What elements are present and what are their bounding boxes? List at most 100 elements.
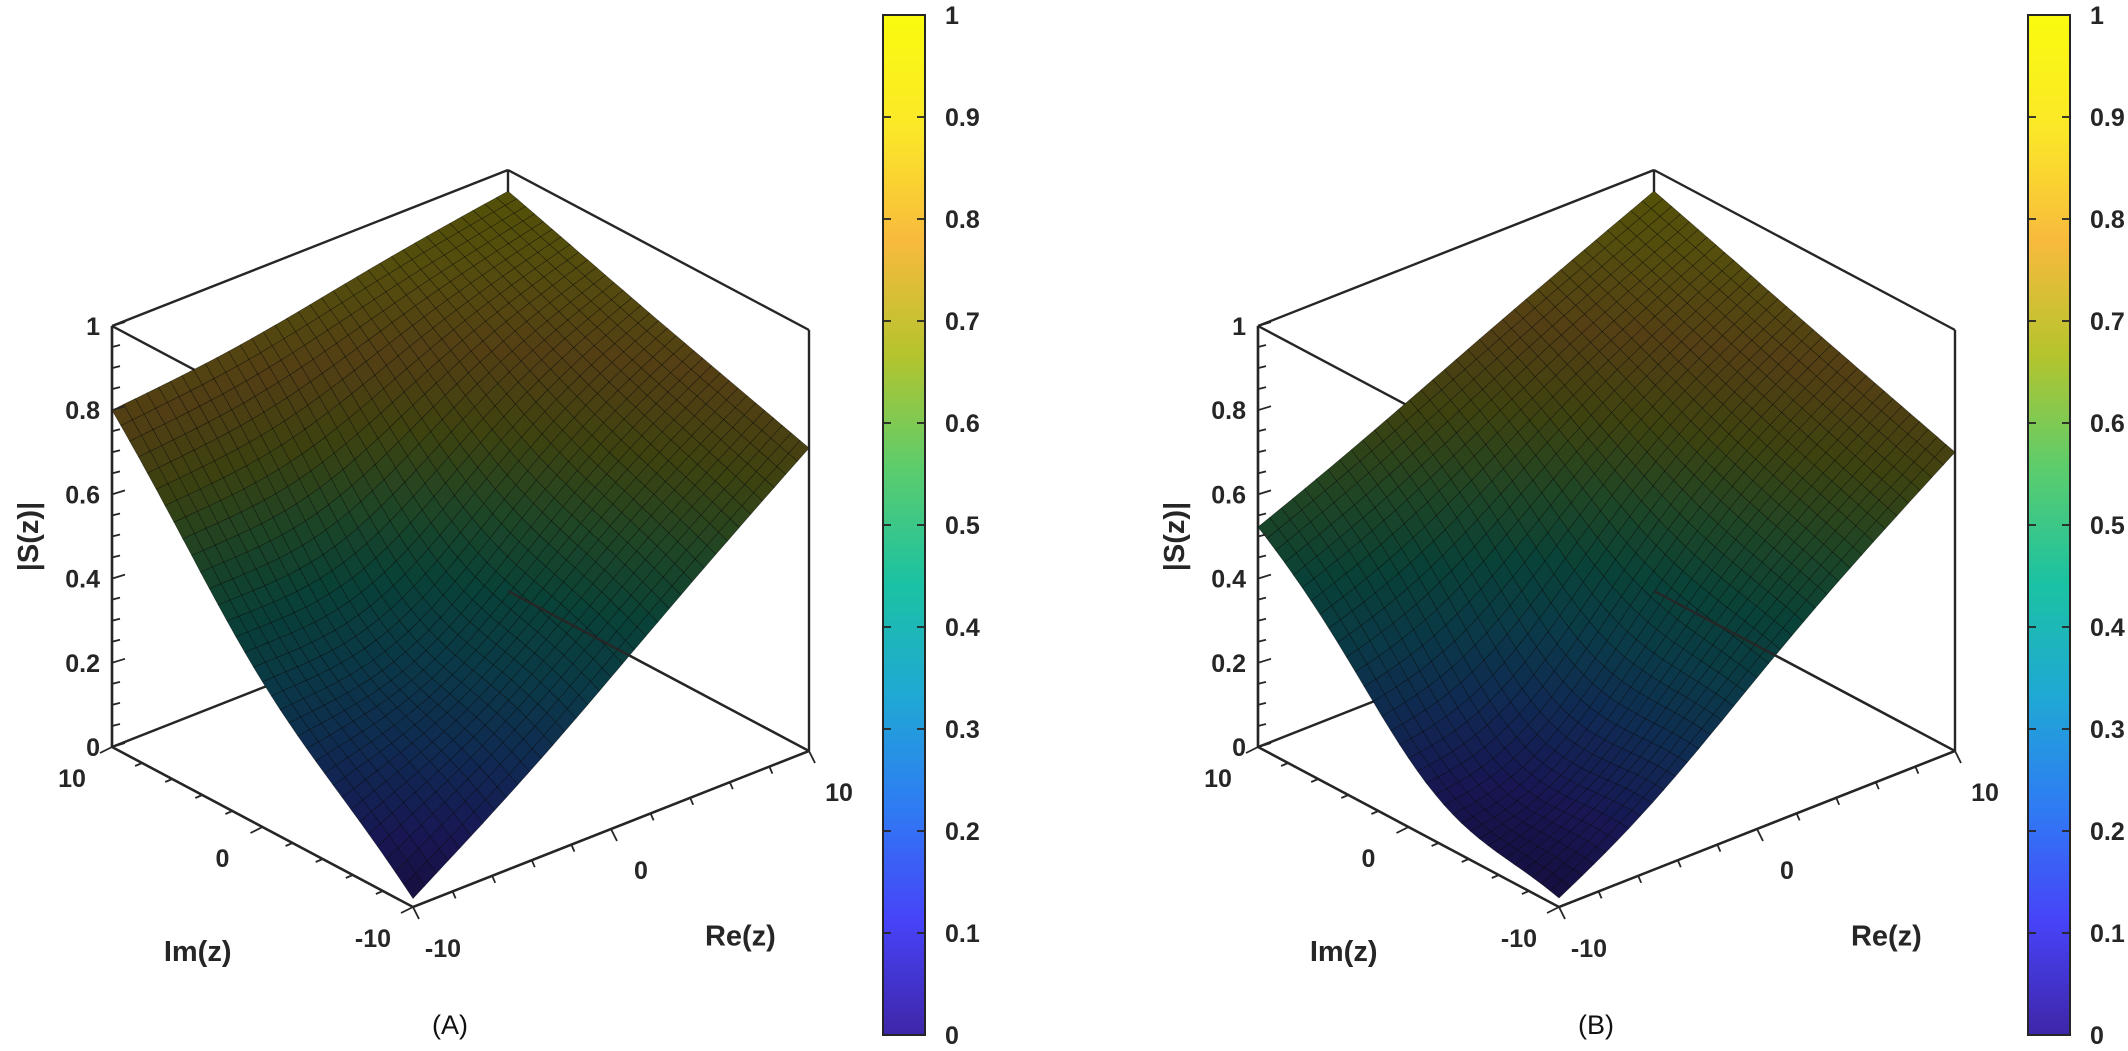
colorbar-tick-label: 0.8 xyxy=(945,206,980,234)
z-minor-tick xyxy=(1257,470,1267,475)
im-major-tick xyxy=(1396,826,1409,834)
z-tick-label: 1 xyxy=(1232,313,1246,341)
axis-line xyxy=(507,168,810,332)
z-tick-label: 0 xyxy=(86,734,100,762)
z-minor-tick xyxy=(111,428,121,433)
re-minor-tick xyxy=(451,891,457,899)
im-tick-label: -10 xyxy=(355,925,391,953)
re-minor-tick xyxy=(1716,844,1722,852)
z-major-tick xyxy=(1257,657,1272,664)
z-minor-tick xyxy=(111,554,121,559)
colorbar-tick-label: 0.4 xyxy=(2090,614,2125,642)
panel-label: (B) xyxy=(1578,1010,1614,1040)
re-minor-tick xyxy=(728,781,734,790)
im-axis-label: Im(z) xyxy=(1310,936,1378,968)
im-tick-label: 0 xyxy=(216,845,230,873)
re-major-tick xyxy=(1558,906,1566,920)
z-major-tick xyxy=(111,321,126,327)
re-tick-label: -10 xyxy=(1571,935,1607,963)
re-major-tick xyxy=(412,906,420,920)
surface-patch xyxy=(1549,879,1572,899)
z-minor-tick xyxy=(111,638,121,643)
z-minor-tick xyxy=(1257,365,1267,369)
z-tick-label: 0 xyxy=(1232,734,1246,762)
im-tick-label: 10 xyxy=(1204,765,1232,793)
z-tick-label: 0.6 xyxy=(65,481,100,509)
im-minor-tick xyxy=(345,874,354,879)
colorbar-tick-label: 0.2 xyxy=(2090,818,2125,846)
z-minor-tick xyxy=(111,365,121,369)
im-minor-tick xyxy=(1280,762,1289,767)
colorbar-tick-label: 0.5 xyxy=(945,512,980,540)
z-major-tick xyxy=(111,657,126,664)
re-minor-tick xyxy=(1637,875,1643,884)
z-minor-tick xyxy=(1257,428,1267,433)
re-minor-tick xyxy=(1874,781,1880,790)
axis-line xyxy=(111,168,509,328)
im-minor-tick xyxy=(1431,842,1439,847)
im-minor-tick xyxy=(225,810,233,815)
z-minor-tick xyxy=(1257,617,1267,622)
im-minor-tick xyxy=(1340,794,1349,799)
z-minor-tick xyxy=(111,344,121,348)
colorbar-tick-label: 0.6 xyxy=(945,410,980,438)
z-minor-tick xyxy=(111,723,121,727)
im-axis: 10 0 -10 xyxy=(1204,746,1560,953)
z-tick-label: 0.8 xyxy=(65,397,100,425)
re-major-tick xyxy=(808,750,816,764)
re-axis: -10 0 10 xyxy=(412,750,853,963)
re-tick-label: -10 xyxy=(425,935,461,963)
z-minor-tick xyxy=(111,533,121,538)
axis-line xyxy=(1653,168,1956,332)
z-axis-label: |S(z)| xyxy=(13,502,45,571)
z-tick-label: 0.4 xyxy=(1211,566,1246,594)
im-major-tick xyxy=(1245,746,1259,754)
z-minor-tick xyxy=(1257,512,1267,517)
im-minor-tick xyxy=(315,858,324,863)
z-minor-tick xyxy=(111,386,121,391)
z-major-tick xyxy=(1257,321,1272,327)
z-minor-tick xyxy=(1257,533,1267,538)
im-minor-tick xyxy=(164,778,173,783)
im-major-tick xyxy=(99,746,113,754)
colorbar-tick-label: 0.3 xyxy=(945,716,980,744)
re-minor-tick xyxy=(530,859,536,868)
z-major-tick xyxy=(111,573,126,580)
re-minor-tick xyxy=(1795,813,1801,821)
axis-line xyxy=(1257,168,1655,328)
colorbar-tick-label: 0.1 xyxy=(945,920,980,948)
im-tick-label: 10 xyxy=(58,765,86,793)
z-minor-tick xyxy=(1257,386,1267,391)
re-minor-tick xyxy=(649,813,655,821)
re-major-tick xyxy=(1954,750,1962,764)
z-minor-tick xyxy=(1257,449,1267,454)
im-minor-tick xyxy=(194,794,203,799)
re-minor-tick xyxy=(768,766,774,774)
im-minor-tick xyxy=(1491,874,1500,879)
re-axis: -10 0 10 xyxy=(1558,750,1999,963)
z-major-tick xyxy=(1257,405,1272,412)
im-minor-tick xyxy=(1521,890,1530,895)
colorbar-tick-label: 0.9 xyxy=(2090,104,2125,132)
z-minor-tick xyxy=(111,702,121,706)
axis-line xyxy=(1653,589,1956,753)
colorbar-tick-label: 1 xyxy=(2090,2,2104,30)
im-major-tick xyxy=(400,906,414,914)
surface-patch xyxy=(403,872,425,899)
re-minor-tick xyxy=(1597,891,1603,899)
colorbar-tick-label: 0.6 xyxy=(2090,410,2125,438)
z-axis: 0 0.2 0.4 0.6 0.8 1 xyxy=(65,313,126,762)
z-major-tick xyxy=(111,405,126,412)
z-major-tick xyxy=(111,742,126,748)
im-tick-label: -10 xyxy=(1501,925,1537,953)
colorbar: 0 0.1 0.2 0.3 0.4 0.5 0.6 0.7 0.8 0.9 1 xyxy=(882,2,980,1050)
re-axis-label: Re(z) xyxy=(705,921,776,953)
re-tick-label: 0 xyxy=(1780,857,1794,885)
z-minor-tick xyxy=(1257,723,1267,727)
colorbar-tick-label: 0 xyxy=(2090,1022,2104,1050)
im-minor-tick xyxy=(1461,858,1470,863)
z-minor-tick xyxy=(1257,680,1267,685)
im-minor-tick xyxy=(285,842,293,847)
